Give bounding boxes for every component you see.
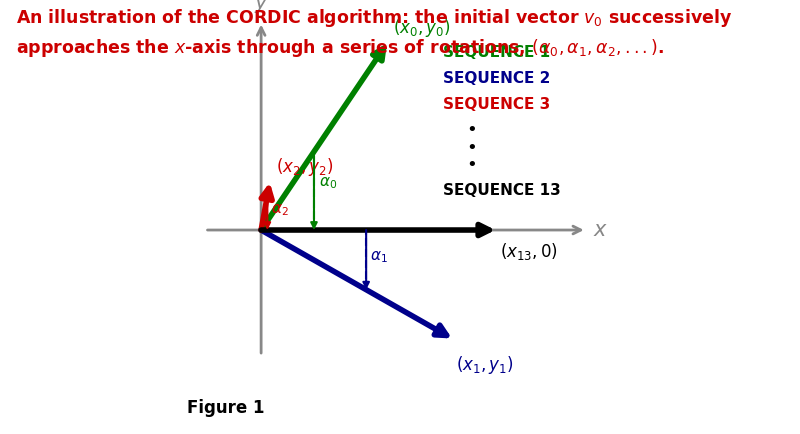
Text: $\mathit{y}$: $\mathit{y}$ <box>254 0 269 15</box>
Text: $\alpha_1$: $\alpha_1$ <box>370 249 387 265</box>
Text: SEQUENCE 13: SEQUENCE 13 <box>443 184 561 198</box>
Text: Figure 1: Figure 1 <box>187 399 265 417</box>
Text: •: • <box>466 138 477 157</box>
Text: $\mathit{(x_0, y_0)}$: $\mathit{(x_0, y_0)}$ <box>394 17 451 39</box>
Text: SEQUENCE 2: SEQUENCE 2 <box>443 71 550 85</box>
Text: SEQUENCE 3: SEQUENCE 3 <box>443 97 550 112</box>
Text: •: • <box>466 156 477 174</box>
Text: $\mathit{(x_{13}, 0)}$: $\mathit{(x_{13}, 0)}$ <box>500 241 558 262</box>
Text: approaches the $\mathit{x}$-axis through a series of rotations, $(\alpha_0, \alp: approaches the $\mathit{x}$-axis through… <box>16 37 665 59</box>
Text: $\mathit{(x_2, y_2)}$: $\mathit{(x_2, y_2)}$ <box>276 156 334 178</box>
Text: $\alpha_0$: $\alpha_0$ <box>319 175 338 191</box>
Text: An illustration of the CORDIC algorithm: the initial vector $\mathit{v}_0$ succe: An illustration of the CORDIC algorithm:… <box>16 7 732 29</box>
Text: $\mathit{x}$: $\mathit{x}$ <box>593 220 608 240</box>
Text: $\alpha_2$: $\alpha_2$ <box>271 202 289 217</box>
Text: SEQUENCE 1: SEQUENCE 1 <box>443 45 550 59</box>
Text: •: • <box>466 121 477 139</box>
Text: $\mathit{(x_1, y_1)}$: $\mathit{(x_1, y_1)}$ <box>457 354 514 376</box>
